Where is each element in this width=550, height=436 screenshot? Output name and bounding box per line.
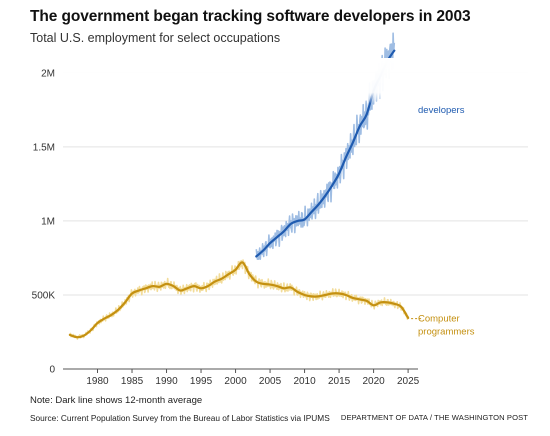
- x-tick-label: 2010: [293, 376, 316, 387]
- y-tick-label: 2M: [41, 68, 55, 79]
- chart-subtitle: Total U.S. employment for select occupat…: [30, 31, 281, 45]
- x-tick-label: 2025: [397, 376, 420, 387]
- y-tick-label: 1M: [41, 216, 55, 227]
- programmers-label-line: Computer: [418, 314, 460, 325]
- series-monthly-line-0: [69, 259, 409, 340]
- programmers-label-line: programmers: [418, 327, 475, 338]
- top-fade: [60, 58, 530, 104]
- x-tick-label: 1990: [155, 376, 178, 387]
- y-tick-label: 1.5M: [33, 142, 55, 153]
- y-axis-ticks: 0 500K 1M 1.5M 2M: [32, 68, 56, 375]
- x-tick-label: 2000: [224, 376, 247, 387]
- y-tick-label: 0: [49, 365, 55, 376]
- series-average-line-0: [68, 261, 410, 339]
- x-tick-label: 1995: [190, 376, 213, 387]
- chart-title: The government began tracking software d…: [30, 8, 471, 25]
- x-tick-label: 2005: [259, 376, 282, 387]
- line-chart: 0 500K 1M 1.5M 2M 1980 1985 1990 1995 2000 2005 20…: [32, 32, 530, 387]
- x-axis-ticks: 1980 1985 1990 1995 2000 2005 2010 2015 2020 2025: [86, 369, 420, 387]
- series-labels: Computer programmers developers: [411, 105, 475, 338]
- developers-label-line: developers: [418, 105, 465, 116]
- x-tick-label: 2020: [362, 376, 385, 387]
- credit-line: DEPARTMENT OF DATA / THE WASHINGTON POST: [340, 413, 528, 422]
- source-line: Source: Current Population Survey from t…: [30, 413, 330, 423]
- y-tick-label: 500K: [32, 290, 56, 301]
- x-tick-label: 1985: [121, 376, 144, 387]
- x-tick-label: 2015: [328, 376, 351, 387]
- chart-note: Note: Dark line shows 12-month average: [30, 395, 203, 406]
- x-tick-label: 1980: [86, 376, 109, 387]
